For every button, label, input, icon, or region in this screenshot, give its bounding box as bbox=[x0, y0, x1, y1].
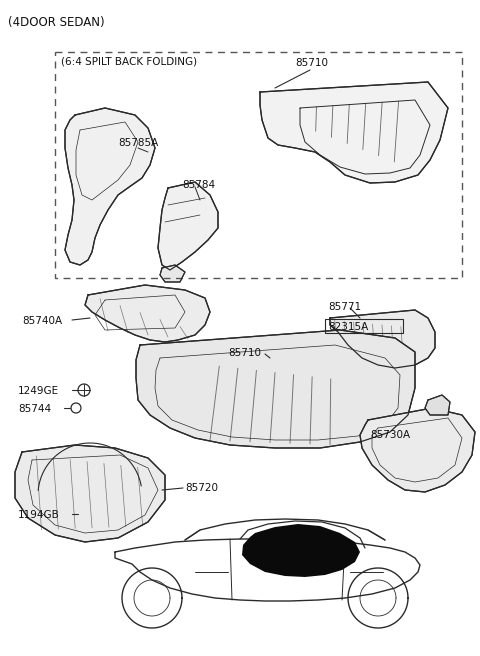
Text: 85785A: 85785A bbox=[118, 138, 158, 148]
Polygon shape bbox=[65, 108, 155, 265]
Polygon shape bbox=[15, 445, 165, 542]
Text: 82315A: 82315A bbox=[328, 322, 368, 332]
Text: 85771: 85771 bbox=[328, 302, 361, 312]
Text: 85744: 85744 bbox=[18, 404, 51, 414]
Text: 1249GE: 1249GE bbox=[18, 386, 59, 396]
Polygon shape bbox=[360, 408, 475, 492]
Bar bbox=[325, 319, 403, 333]
Text: 85720: 85720 bbox=[185, 483, 218, 493]
Text: 85710: 85710 bbox=[295, 58, 328, 68]
Polygon shape bbox=[85, 285, 210, 342]
Polygon shape bbox=[425, 395, 450, 415]
Text: 85740A: 85740A bbox=[22, 316, 62, 326]
Bar bbox=[55, 52, 462, 278]
Polygon shape bbox=[136, 330, 415, 448]
Text: 85784: 85784 bbox=[182, 180, 215, 190]
Text: 85730A: 85730A bbox=[370, 430, 410, 440]
Text: 85710: 85710 bbox=[228, 348, 261, 358]
Text: (4DOOR SEDAN): (4DOOR SEDAN) bbox=[8, 16, 105, 29]
Text: (6:4 SPILT BACK FOLDING): (6:4 SPILT BACK FOLDING) bbox=[61, 56, 197, 66]
Polygon shape bbox=[330, 310, 435, 368]
Polygon shape bbox=[242, 524, 360, 577]
Polygon shape bbox=[160, 265, 185, 282]
Text: 1194GB: 1194GB bbox=[18, 510, 60, 520]
Polygon shape bbox=[158, 182, 218, 270]
Polygon shape bbox=[260, 82, 448, 183]
